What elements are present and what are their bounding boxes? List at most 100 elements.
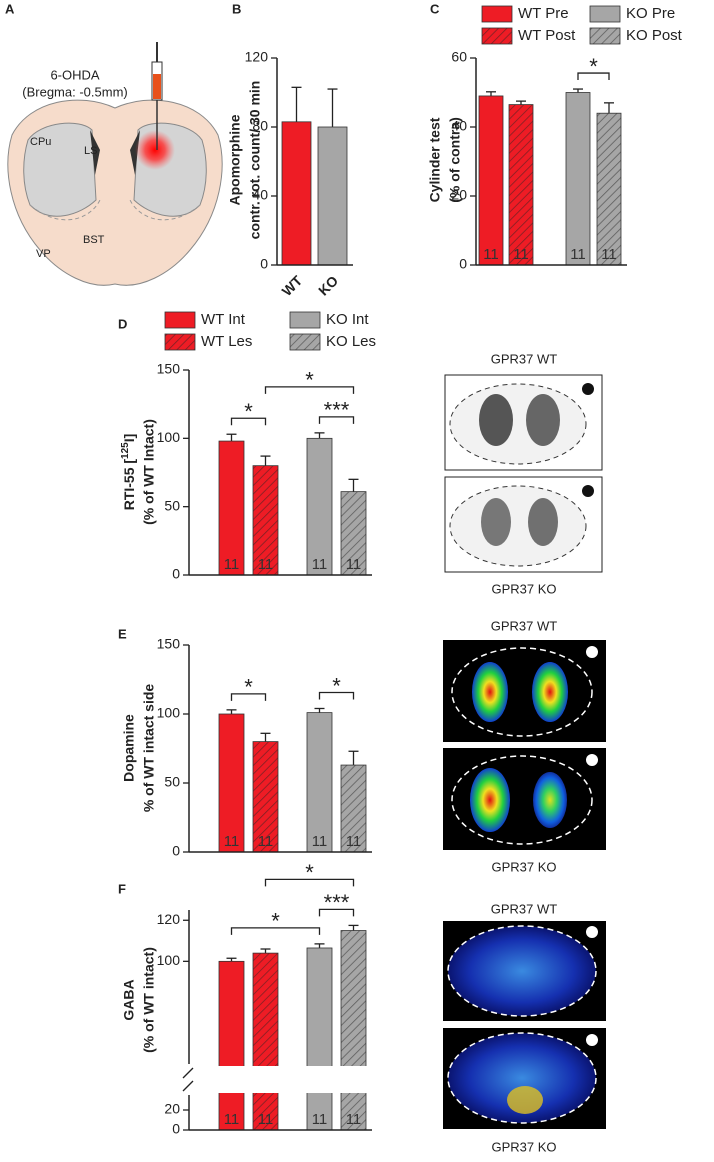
y-tick-label: 120	[157, 911, 181, 927]
bar	[306, 712, 333, 853]
legend-swatch	[481, 27, 513, 45]
bar	[317, 126, 348, 266]
region-label: LS	[84, 145, 97, 157]
lesion-site	[135, 130, 175, 170]
n-label: 11	[570, 246, 586, 263]
bar	[218, 713, 245, 853]
significance-bracket	[318, 416, 355, 424]
section	[447, 1032, 597, 1124]
bar	[218, 440, 245, 576]
n-label: 11	[258, 833, 274, 850]
section-outline	[449, 485, 587, 567]
image-frame	[443, 640, 606, 742]
section-outline	[449, 383, 587, 465]
n-label: 11	[312, 1111, 328, 1128]
bar	[565, 92, 591, 266]
region-label: CPu	[30, 136, 51, 148]
image-label: GPR37 WT	[491, 901, 558, 916]
orientation-dot	[586, 754, 598, 766]
legend-swatch	[589, 5, 621, 23]
significance-label: *	[271, 909, 280, 934]
y-tick-label: 150	[157, 361, 181, 377]
striatum	[533, 772, 567, 828]
significance-label: ***	[324, 398, 350, 423]
ventricles	[90, 130, 140, 175]
y-tick-label: 120	[245, 49, 269, 65]
bar	[252, 741, 279, 853]
n-label: 11	[312, 833, 328, 850]
label-part: RTI-55 [	[121, 459, 137, 511]
bar	[281, 121, 312, 266]
image-label: GPR37 KO	[491, 1139, 556, 1154]
significance-bracket	[230, 927, 321, 935]
coordinates-label: (Bregma: -0.5mm)	[22, 84, 127, 99]
y-tick-label: 100	[157, 429, 181, 445]
bar	[252, 465, 279, 576]
significance-bracket	[264, 878, 355, 887]
region-label: BST	[83, 234, 105, 246]
axis-break	[182, 1067, 194, 1079]
panel-letter: E	[118, 626, 127, 641]
significance-bracket	[230, 417, 267, 426]
bar	[306, 947, 333, 1131]
legend-label: KO Int	[326, 311, 369, 328]
legend-label: WT Int	[201, 311, 246, 328]
legend-label: WT Les	[201, 333, 252, 350]
legend-label: KO Pre	[626, 5, 675, 22]
legend-swatch	[589, 27, 621, 45]
bar	[596, 112, 622, 266]
significance-label: *	[305, 860, 314, 885]
n-label: 11	[483, 246, 499, 263]
n-label: 11	[346, 556, 362, 573]
y-tick-label: 20	[164, 1101, 180, 1117]
y-axis-label: % of WT intact side	[141, 684, 157, 813]
orientation-dot	[582, 485, 594, 497]
legend-label: KO Post	[626, 27, 683, 44]
y-tick-label: 0	[172, 566, 180, 582]
n-label: 11	[312, 556, 328, 573]
orientation-dot	[582, 383, 594, 395]
significance-bracket	[264, 386, 355, 394]
n-label: 11	[258, 556, 274, 573]
legend-swatch	[164, 311, 196, 329]
n-label: 11	[224, 556, 240, 573]
y-axis-label: GABA	[121, 979, 137, 1020]
bar	[218, 960, 245, 1131]
legend-label: KO Les	[326, 333, 376, 350]
cpu-left	[23, 122, 97, 217]
significance-label: *	[589, 54, 598, 79]
y-tick-label: 40	[252, 187, 268, 203]
panel-letter: D	[118, 316, 127, 331]
panel-letter: B	[232, 1, 241, 16]
striatum	[528, 498, 558, 546]
section	[447, 925, 597, 1017]
n-label: 11	[346, 1111, 362, 1128]
significance-label: *	[244, 675, 253, 700]
significance-bracket	[318, 691, 355, 700]
n-label: 11	[224, 833, 240, 850]
y-axis-label: Dopamine	[121, 714, 137, 782]
significance-label: *	[332, 673, 341, 698]
striatum	[470, 768, 510, 832]
striatum	[526, 394, 560, 446]
orientation-dot	[586, 646, 598, 658]
striatum	[532, 662, 568, 722]
orientation-dot	[586, 1034, 598, 1046]
section-outline	[451, 755, 593, 845]
bar	[252, 952, 279, 1131]
autoradiographs: GPR37 WT GPR37 KO	[444, 351, 603, 596]
y-axis-label: Apomorphine	[227, 114, 243, 205]
axis-break	[182, 1080, 194, 1092]
y-axis-label: (% of contra)	[447, 117, 463, 203]
y-tick-label: 0	[172, 1121, 180, 1137]
bar	[508, 104, 534, 266]
y-tick-label: 100	[157, 705, 181, 721]
legend-label: WT Post	[518, 27, 576, 44]
bar	[340, 930, 367, 1131]
gaba-images: GPR37 WT GPR37 KO	[443, 901, 606, 1154]
significance-bracket	[577, 72, 610, 81]
legend-swatch	[481, 5, 513, 23]
significance-bracket	[230, 693, 267, 701]
y-axis-label: contr. rot. count/ 30 min	[247, 81, 263, 240]
